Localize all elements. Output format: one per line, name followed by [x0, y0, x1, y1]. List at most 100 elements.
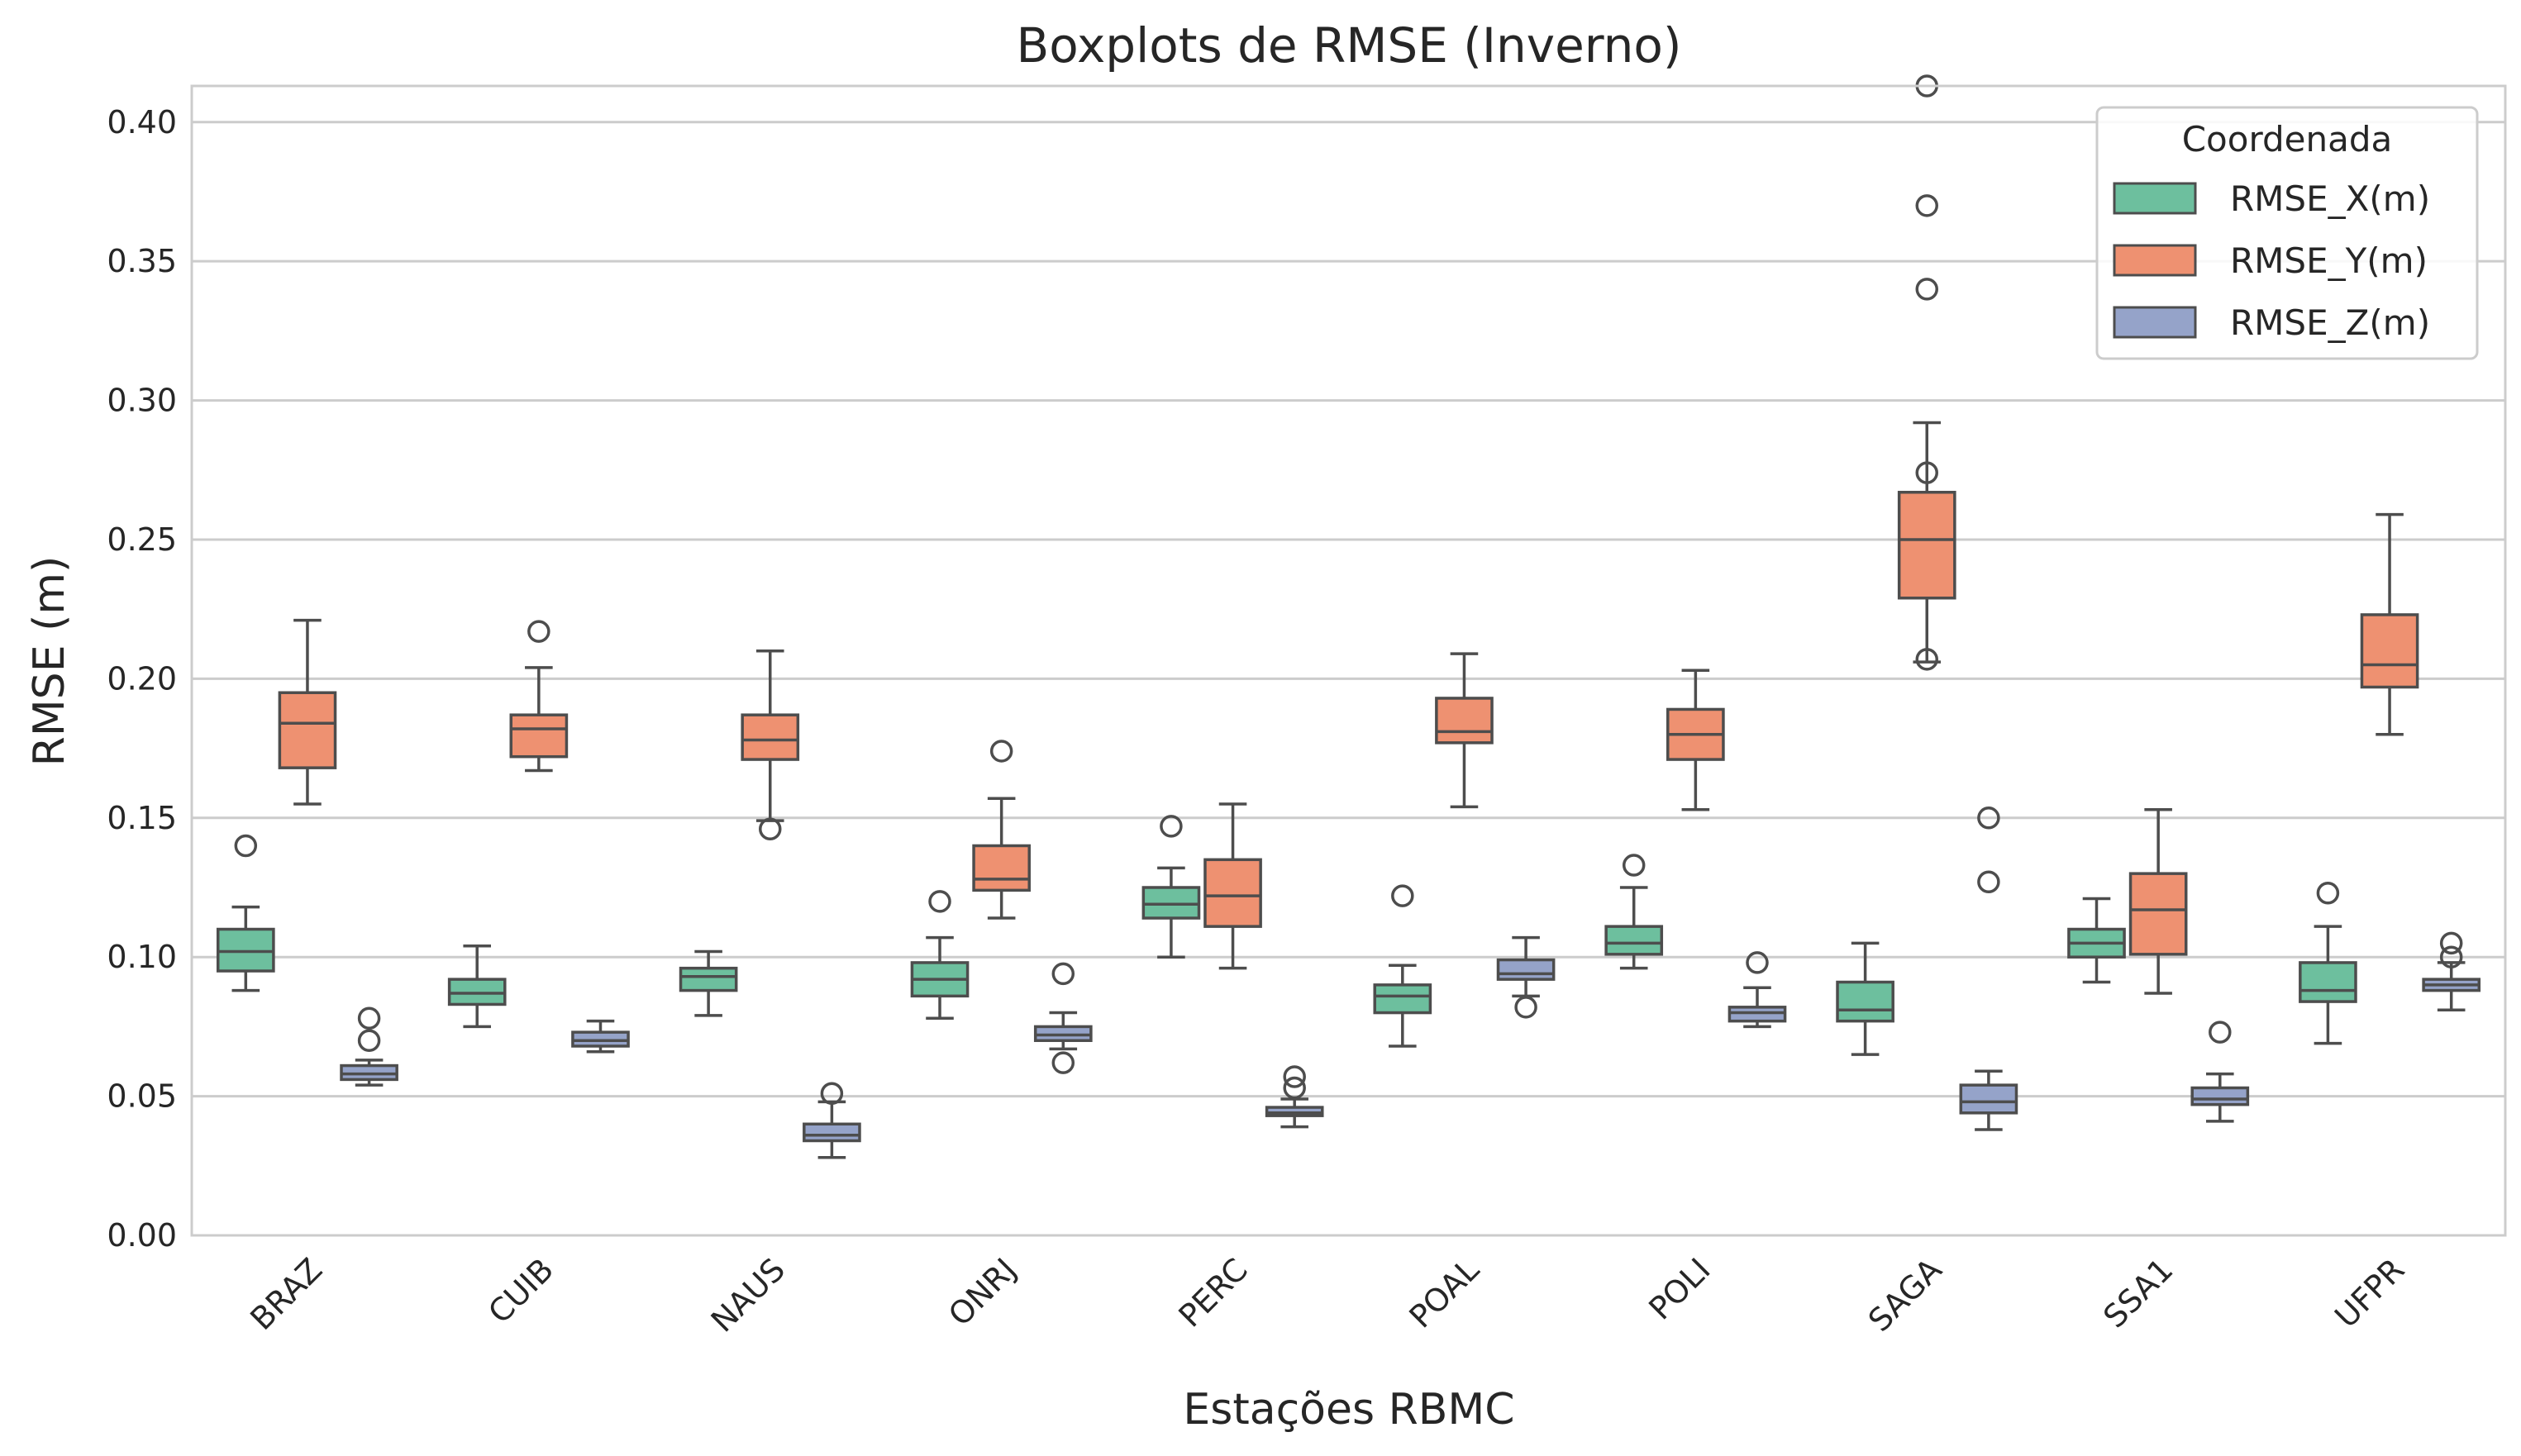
- box-braz-rmse-z-m-: [340, 1006, 398, 1087]
- boxes: [216, 74, 2481, 1159]
- box-cuib-rmse-x-m-: [447, 944, 507, 1029]
- outlier-point: [2439, 931, 2463, 955]
- outlier-point: [357, 1006, 381, 1030]
- legend-swatch: [2113, 244, 2197, 277]
- iqr-box: [741, 713, 800, 761]
- outlier-point: [1977, 870, 2000, 894]
- outlier-point: [989, 740, 1013, 763]
- outlier-point: [1915, 278, 1938, 301]
- iqr-box: [509, 713, 569, 759]
- y-tick-label: 0.05: [107, 1078, 177, 1115]
- iqr-box: [1836, 980, 1894, 1023]
- box-braz-rmse-x-m-: [216, 834, 275, 992]
- iqr-box: [2360, 613, 2419, 689]
- outlier-point: [1051, 1051, 1075, 1074]
- box-poli-rmse-x-m-: [1604, 854, 1664, 970]
- box-ssa1-rmse-z-m-: [2190, 1021, 2250, 1123]
- box-perc-rmse-y-m-: [1203, 802, 1262, 970]
- legend-items: RMSE_X(m) RMSE_Y(m) RMSE_Z(m): [2113, 178, 2430, 343]
- outlier-point: [357, 1029, 381, 1052]
- box-braz-rmse-y-m-: [278, 618, 337, 806]
- box-ssa1-rmse-x-m-: [2067, 897, 2126, 984]
- iqr-box: [1959, 1083, 2018, 1115]
- outlier-point: [1391, 884, 1414, 907]
- box-perc-rmse-z-m-: [1265, 1065, 1324, 1129]
- iqr-box: [1373, 983, 1432, 1015]
- y-tick-label: 0.10: [107, 939, 177, 975]
- chart-title: Boxplots de RMSE (Inverno): [1016, 17, 1681, 74]
- box-saga-rmse-y-m-: [1897, 74, 1956, 671]
- box-cuib-rmse-y-m-: [509, 620, 569, 773]
- box-ufpr-rmse-x-m-: [2299, 881, 2357, 1045]
- iqr-box: [972, 844, 1031, 892]
- iqr-box: [2190, 1086, 2250, 1106]
- box-poli-rmse-y-m-: [1666, 669, 1725, 811]
- y-tick-label: 0.25: [107, 521, 177, 558]
- outlier-point: [1283, 1076, 1306, 1100]
- outlier-point: [1915, 648, 1938, 671]
- legend: Coordenada RMSE_X(m) RMSE_Y(m) RMSE_Z(m): [2095, 106, 2479, 360]
- outlier-point: [759, 817, 782, 841]
- box-onrj-rmse-x-m-: [910, 890, 970, 1021]
- legend-title: Coordenada: [2182, 119, 2393, 159]
- box-saga-rmse-x-m-: [1836, 941, 1894, 1056]
- box-naus-rmse-y-m-: [741, 649, 800, 841]
- outlier-point: [1051, 962, 1075, 986]
- legend-frame: [2095, 106, 2479, 360]
- legend-swatch: [2113, 306, 2197, 339]
- iqr-box: [1897, 490, 1956, 600]
- outlier-point: [1915, 194, 1938, 217]
- x-axis-label: Estações RBMC: [1183, 1385, 1514, 1435]
- iqr-box: [1604, 925, 1664, 956]
- box-perc-rmse-x-m-: [1141, 815, 1201, 959]
- iqr-box: [1203, 858, 1262, 928]
- iqr-box: [679, 966, 738, 992]
- outlier-point: [1622, 854, 1646, 877]
- outlier-point: [1977, 807, 2000, 830]
- outlier-point: [2209, 1021, 2232, 1044]
- box-saga-rmse-z-m-: [1959, 807, 2018, 1131]
- y-tick-label: 0.35: [107, 243, 177, 279]
- box-ufpr-rmse-y-m-: [2360, 512, 2419, 736]
- outlier-point: [527, 620, 550, 643]
- y-tick-label: 0.30: [107, 383, 177, 419]
- box-poli-rmse-z-m-: [1728, 951, 1787, 1029]
- plot-frame: [190, 84, 2507, 1237]
- iqr-box: [278, 691, 337, 769]
- outlier-point: [1160, 815, 1183, 838]
- legend-swatch: [2113, 182, 2197, 215]
- box-onrj-rmse-z-m-: [1033, 962, 1093, 1074]
- iqr-box: [2299, 961, 2357, 1003]
- box-poal-rmse-x-m-: [1373, 884, 1432, 1048]
- box-onrj-rmse-y-m-: [972, 740, 1031, 920]
- y-tick-label: 0.00: [107, 1217, 177, 1254]
- outlier-point: [2316, 881, 2340, 905]
- iqr-box: [803, 1122, 861, 1143]
- outlier-point: [234, 834, 258, 858]
- y-tick-label: 0.40: [107, 104, 177, 140]
- legend-label: RMSE_X(m): [2230, 178, 2430, 219]
- box-naus-rmse-x-m-: [679, 949, 738, 1017]
- y-tick-label: 0.15: [107, 800, 177, 836]
- legend-label: RMSE_Y(m): [2230, 240, 2428, 281]
- outlier-point: [1746, 951, 1769, 974]
- y-tick-labels: 0.00 0.05 0.10 0.15 0.20 0.25 0.30 0.35 0.40: [107, 104, 177, 1254]
- outlier-point: [928, 890, 951, 913]
- box-cuib-rmse-z-m-: [571, 1019, 630, 1054]
- iqr-box: [2128, 872, 2188, 956]
- iqr-box: [1496, 958, 1556, 981]
- outlier-point: [1283, 1065, 1306, 1088]
- iqr-box: [1435, 697, 1494, 745]
- box-poal-rmse-z-m-: [1496, 935, 1556, 1019]
- legend-label: RMSE_Z(m): [2230, 302, 2430, 343]
- y-axis-label: RMSE (m): [25, 556, 74, 767]
- outlier-point: [1915, 461, 1938, 484]
- outlier-point: [2439, 945, 2463, 968]
- outlier-point: [820, 1082, 844, 1105]
- box-poal-rmse-y-m-: [1435, 652, 1494, 809]
- box-ufpr-rmse-z-m-: [2422, 931, 2481, 1011]
- box-ssa1-rmse-y-m-: [2128, 807, 2188, 995]
- box-naus-rmse-z-m-: [803, 1082, 861, 1159]
- outlier-point: [1514, 996, 1537, 1019]
